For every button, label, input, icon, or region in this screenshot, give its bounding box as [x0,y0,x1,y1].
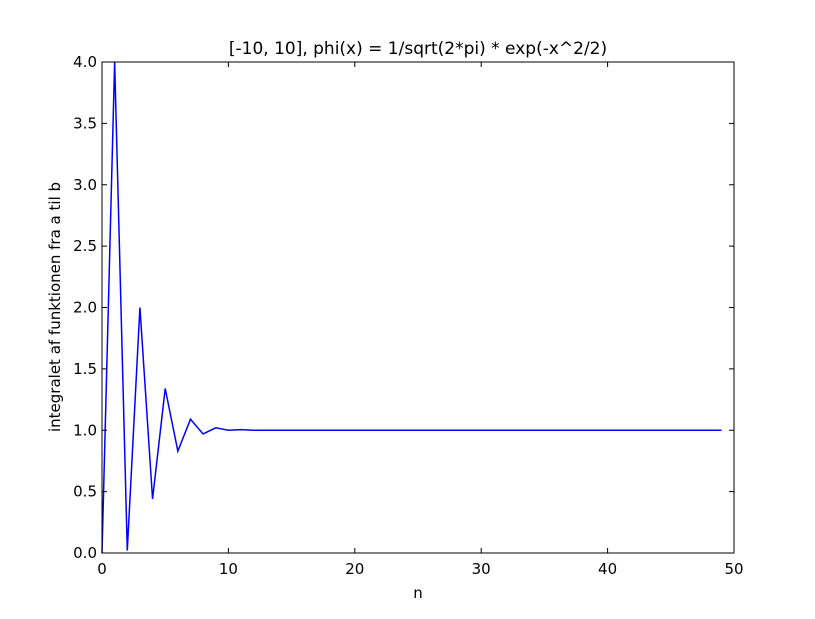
y-tick-label: 2.5 [73,237,97,255]
y-tick-label: 3.0 [73,176,97,194]
x-axis-label: n [413,584,423,602]
y-axis-label: integralet af funktionen fra a til b [46,182,64,432]
y-tick-label: 3.5 [73,114,97,132]
x-tick-label: 40 [598,560,617,578]
y-tick-label: 1.5 [73,360,97,378]
y-tick-label: 2.0 [73,299,97,317]
y-tick-label: 0.0 [73,544,97,562]
y-tick-label: 4.0 [73,53,97,71]
x-tick-label: 30 [472,560,491,578]
x-tick-label: 10 [219,560,238,578]
y-tick-label: 1.0 [73,421,97,439]
y-tick-label: 0.5 [73,483,97,501]
series-line-0 [101,61,722,554]
x-tick-label: 50 [724,560,743,578]
chart-title: [-10, 10], phi(x) = 1/sqrt(2*pi) * exp(-… [229,39,607,59]
x-tick-label: 0 [97,560,107,578]
x-tick-label: 20 [345,560,364,578]
plot-area: 0 10 20 30 40 50 0.0 0.5 1.0 1.5 2.0 2.5 3.0 3.5 4.0 [73,53,743,578]
